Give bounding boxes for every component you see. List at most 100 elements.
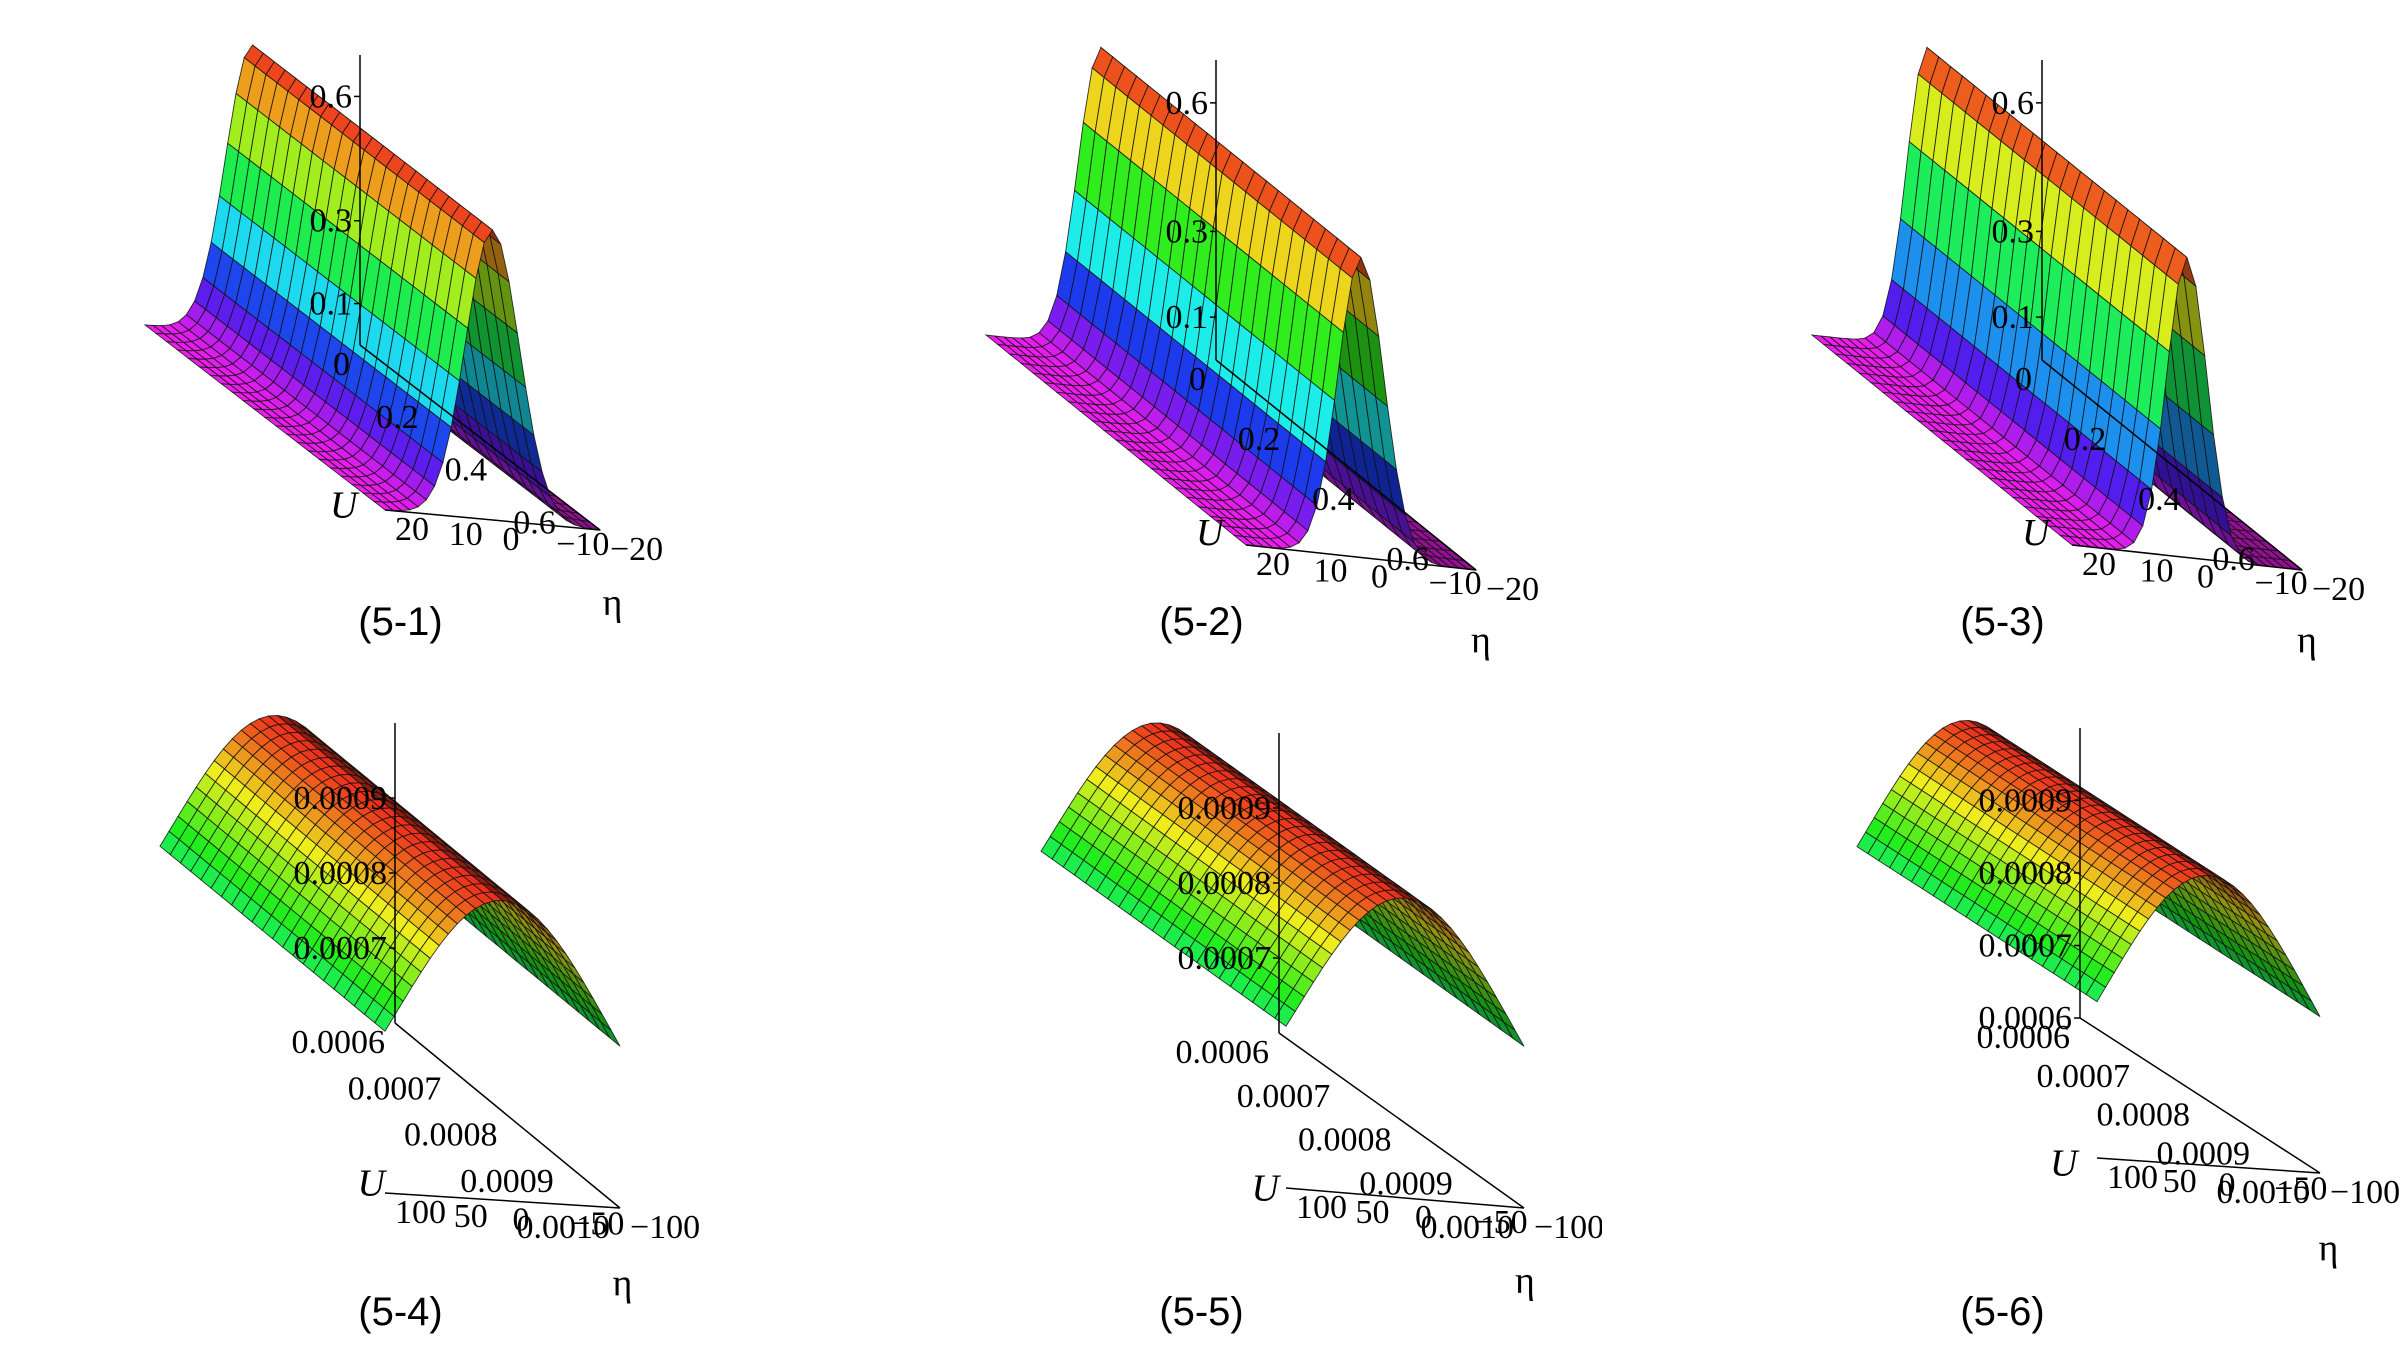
z-tick-label: 0.3 xyxy=(310,203,353,240)
u-tick-label: 0.0006 xyxy=(292,1024,386,1061)
surface-plot-5-5: 0.0007 0.0008 0.0009 0.0006 0.0007 0.0008 0.00… xyxy=(801,678,1602,1356)
caption-5-3: (5-3) xyxy=(1960,600,2045,644)
eta-tick-label: 100 xyxy=(1296,1189,1347,1226)
eta-tick-label: 50 xyxy=(1356,1194,1390,1231)
eta-axis-label: η xyxy=(613,1263,633,1305)
u-tick-label: 0.2 xyxy=(2064,421,2107,458)
surface-patch xyxy=(1274,1002,1296,1027)
eta-axis-line xyxy=(384,509,601,531)
z-tick-label: 0.3 xyxy=(1166,213,1209,250)
eta-tick-label: −20 xyxy=(1486,571,1539,608)
surface-plot-5-6: 0.0006 0.0007 0.0008 0.0009 0.0006 0.0007 0.00… xyxy=(1602,678,2403,1356)
eta-tick-label: −50 xyxy=(571,1205,624,1242)
u-tick-label: 0.0010 xyxy=(1421,1209,1515,1246)
surface-patch xyxy=(372,500,395,512)
z-tick-label: 0.0007 xyxy=(1178,940,1272,977)
axes xyxy=(2041,60,2303,571)
eta-tick-label: 0 xyxy=(503,521,520,558)
u-tick-label: 0.0010 xyxy=(517,1209,611,1246)
tick-labels: 0.10.30.600.20.40.620 10 0 −10 −20 xyxy=(310,78,664,568)
u-tick-label: 0.4 xyxy=(445,452,488,489)
eta-tick-label: −10 xyxy=(1429,565,1482,602)
caption-5-5: (5-5) xyxy=(1159,1290,1244,1334)
eta-axis-label: η xyxy=(1515,1260,1535,1302)
eta-tick-label: 50 xyxy=(454,1198,488,1235)
u-tick-label: 0.4 xyxy=(2138,481,2181,518)
eta-axis-label: η xyxy=(2297,620,2317,662)
eta-tick-label: −50 xyxy=(2274,1170,2327,1207)
u-tick-label: 0.0009 xyxy=(1359,1165,1453,1202)
eta-axis-line xyxy=(2071,544,2303,571)
u-tick-label: 0.0009 xyxy=(460,1163,554,1200)
u-tick-label: 0.0008 xyxy=(404,1117,498,1154)
eta-tick-label: 100 xyxy=(395,1194,446,1231)
z-tick-label: 0.0008 xyxy=(1178,865,1272,902)
u-axis-label: U xyxy=(2050,1143,2080,1185)
surface xyxy=(159,715,621,1047)
u-axis-line xyxy=(394,1022,621,1209)
surface xyxy=(1856,720,2321,1017)
u-tick-label: 0 xyxy=(1189,361,1206,398)
u-tick-label: 0.0007 xyxy=(2037,1058,2131,1095)
surface xyxy=(984,46,1478,571)
tick-labels: 0.10.30.600.20.40.620 10 0 −10 −20 xyxy=(1166,85,1540,608)
eta-tick-label: 20 xyxy=(395,511,429,548)
u-tick-label: 0.0006 xyxy=(1977,1019,2071,1056)
u-tick-label: 0.6 xyxy=(513,505,556,542)
z-tick-label: 0.6 xyxy=(1166,85,1209,122)
eta-tick-label: −10 xyxy=(556,526,609,563)
u-tick-label: 0.4 xyxy=(1312,481,1355,518)
eta-tick-label: −100 xyxy=(2330,1174,2400,1211)
axes xyxy=(1215,60,1477,571)
tick-labels: 0.0007 0.0008 0.0009 0.0006 0.0007 0.0008 0.00… xyxy=(292,780,701,1246)
z-tick-label: 0.1 xyxy=(1166,299,1209,336)
eta-axis-line xyxy=(1245,544,1477,571)
u-tick-label: 0 xyxy=(2015,361,2032,398)
u-axis-label: U xyxy=(358,1163,388,1205)
z-tick-label: 0.6 xyxy=(1992,85,2035,122)
z-tick-label: 0.6 xyxy=(310,78,353,115)
u-tick-label: 0.0006 xyxy=(1176,1034,1270,1071)
eta-tick-label: 10 xyxy=(2140,552,2174,589)
eta-axis-line xyxy=(1285,1187,1525,1209)
eta-tick-label: 0 xyxy=(1415,1199,1432,1236)
eta-tick-label: −10 xyxy=(2255,565,2308,602)
z-tick-label: 0.3 xyxy=(1992,213,2035,250)
u-axis-label: U xyxy=(2022,512,2052,554)
u-axis-line xyxy=(2041,359,2303,571)
u-tick-label: 0 xyxy=(333,346,350,383)
u-tick-label: 0.0007 xyxy=(1237,1078,1331,1115)
eta-axis-label: η xyxy=(2319,1228,2339,1270)
surface-patch xyxy=(600,1021,621,1047)
z-tick-label: 0.0009 xyxy=(294,780,388,817)
surface xyxy=(143,44,602,531)
z-tick-label: 0.0006 xyxy=(1979,1000,2073,1037)
u-axis-line xyxy=(1278,1032,1525,1209)
z-tick-label: 0.1 xyxy=(310,286,353,323)
eta-tick-label: −50 xyxy=(1475,1204,1528,1241)
eta-tick-label: 10 xyxy=(1314,552,1348,589)
axes xyxy=(359,55,601,531)
caption-5-1: (5-1) xyxy=(358,600,443,644)
surface-patch xyxy=(2085,979,2107,1003)
z-tick-label: 0.0007 xyxy=(1979,928,2073,965)
eta-tick-label: 10 xyxy=(449,516,483,553)
u-tick-label: 0.0008 xyxy=(2097,1097,2191,1134)
surface-plot-svg-5-6: 0.00060.00070.00080.00090.00060.00070.00… xyxy=(1856,720,2401,1270)
surface xyxy=(1810,46,2304,571)
tick-labels: 0.00060.00070.00080.00090.00060.00070.00… xyxy=(1977,783,2401,1212)
eta-axis-line xyxy=(384,1192,621,1209)
z-tick-label: 0.0009 xyxy=(1979,783,2073,820)
caption-5-6: (5-6) xyxy=(1960,1290,2045,1334)
eta-tick-label: −20 xyxy=(2312,571,2365,608)
surface xyxy=(1040,722,1525,1047)
caption-5-2: (5-2) xyxy=(1159,600,1244,644)
eta-tick-label: −100 xyxy=(630,1209,700,1246)
eta-tick-label: 0 xyxy=(1371,559,1388,596)
eta-tick-label: 20 xyxy=(2082,546,2116,583)
